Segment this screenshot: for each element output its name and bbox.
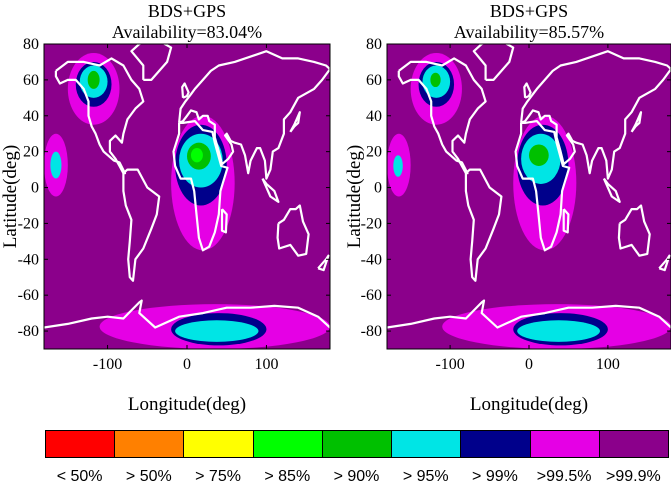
y-axis-label: Latitude(deg) xyxy=(344,145,365,248)
y-tick-label: 0 xyxy=(31,180,39,197)
legend-swatch xyxy=(114,430,185,458)
y-tick-label: -60 xyxy=(18,287,39,304)
coastline xyxy=(472,44,515,81)
x-tick-label: 0 xyxy=(183,356,191,373)
y-tick-label: 60 xyxy=(23,72,39,89)
coastline xyxy=(276,204,310,257)
coastline xyxy=(397,57,487,175)
legend-label: >99.9% xyxy=(606,468,661,485)
coastline xyxy=(630,111,643,133)
availability-region xyxy=(175,320,259,342)
legend-label: >99.5% xyxy=(536,468,592,485)
y-tick-label: 40 xyxy=(366,108,382,125)
coastline xyxy=(464,168,503,282)
chart-subtitle: Availability=85.57% xyxy=(454,22,604,42)
availability-region xyxy=(517,320,600,342)
availability-region xyxy=(529,144,549,166)
y-tick-label: -40 xyxy=(18,251,39,268)
y-tick-label: 20 xyxy=(366,144,382,161)
x-tick-label: -100 xyxy=(93,356,122,373)
availability-region xyxy=(50,151,62,179)
coastline xyxy=(387,299,671,329)
legend-label: > 75% xyxy=(195,468,241,485)
chart-panel-2: -100 0 100 -80 -60 -40 -20 0 20 40 60 80 BDS+GPSAvai… xyxy=(344,1,671,415)
legend-label: > 99% xyxy=(472,468,518,485)
availability-region xyxy=(87,70,100,89)
coastline xyxy=(220,208,228,234)
coastline xyxy=(658,254,671,272)
y-tick-label: -20 xyxy=(361,215,382,232)
x-axis-label: Longitude(deg) xyxy=(128,394,246,415)
legend-swatch xyxy=(321,430,393,458)
chart-title: BDS+GPS xyxy=(490,1,568,21)
legend-swatch xyxy=(183,430,254,458)
coastline xyxy=(514,120,571,252)
coastline xyxy=(172,120,229,252)
colorbar-legend xyxy=(45,430,671,460)
chart-title: BDS+GPS xyxy=(148,1,226,21)
coastline xyxy=(520,50,671,180)
y-tick-label: -40 xyxy=(361,251,382,268)
y-tick-label: -20 xyxy=(18,215,39,232)
coastline xyxy=(44,299,330,329)
x-axis-label: Longitude(deg) xyxy=(470,394,588,415)
legend-swatch xyxy=(391,430,462,458)
y-tick-label: 80 xyxy=(366,36,382,53)
y-tick-label: 60 xyxy=(366,72,382,89)
legend-label: > 95% xyxy=(402,468,449,485)
legend-swatch xyxy=(45,430,116,458)
coastline xyxy=(178,50,330,180)
y-tick-label: -80 xyxy=(18,323,39,340)
legend-label: > 85% xyxy=(264,468,311,485)
x-tick-label: 100 xyxy=(254,356,278,373)
y-axis-label: Latitude(deg) xyxy=(0,145,21,248)
legend-swatch xyxy=(252,430,323,458)
chart-subtitle: Availability=83.04% xyxy=(112,22,262,42)
coastline xyxy=(181,82,190,99)
availability-region xyxy=(430,72,441,88)
availability-region xyxy=(393,155,403,177)
coastline xyxy=(523,82,532,99)
legend-swatch xyxy=(460,430,531,458)
legend-label: < 50% xyxy=(56,468,103,485)
legend-swatch xyxy=(598,430,669,458)
coastline xyxy=(54,57,145,175)
x-tick-label: 0 xyxy=(525,356,533,373)
availability-region xyxy=(190,148,203,163)
x-tick-label: 100 xyxy=(596,356,620,373)
coastline xyxy=(122,168,161,282)
y-tick-label: 40 xyxy=(23,108,39,125)
plot-area xyxy=(44,44,330,349)
y-tick-label: 20 xyxy=(23,144,39,161)
y-tick-label: 0 xyxy=(374,180,382,197)
coastline xyxy=(261,177,280,203)
coastline xyxy=(562,208,570,234)
coastline xyxy=(289,111,301,133)
plot-area xyxy=(387,44,671,349)
coastline xyxy=(602,177,621,203)
y-tick-label: 80 xyxy=(23,36,39,53)
legend-swatch xyxy=(529,430,600,458)
y-tick-label: -80 xyxy=(361,323,382,340)
chart-panel-1: -100 0 100 -80 -60 -40 -20 0 20 40 60 80 BDS+GPSAvai… xyxy=(0,1,331,415)
coastline xyxy=(317,254,330,272)
y-tick-label: -60 xyxy=(361,287,382,304)
coastline xyxy=(130,44,173,81)
legend-label: > 90% xyxy=(333,468,380,485)
coastline xyxy=(617,204,651,257)
legend-label: > 50% xyxy=(125,468,172,485)
x-tick-label: -100 xyxy=(435,356,464,373)
